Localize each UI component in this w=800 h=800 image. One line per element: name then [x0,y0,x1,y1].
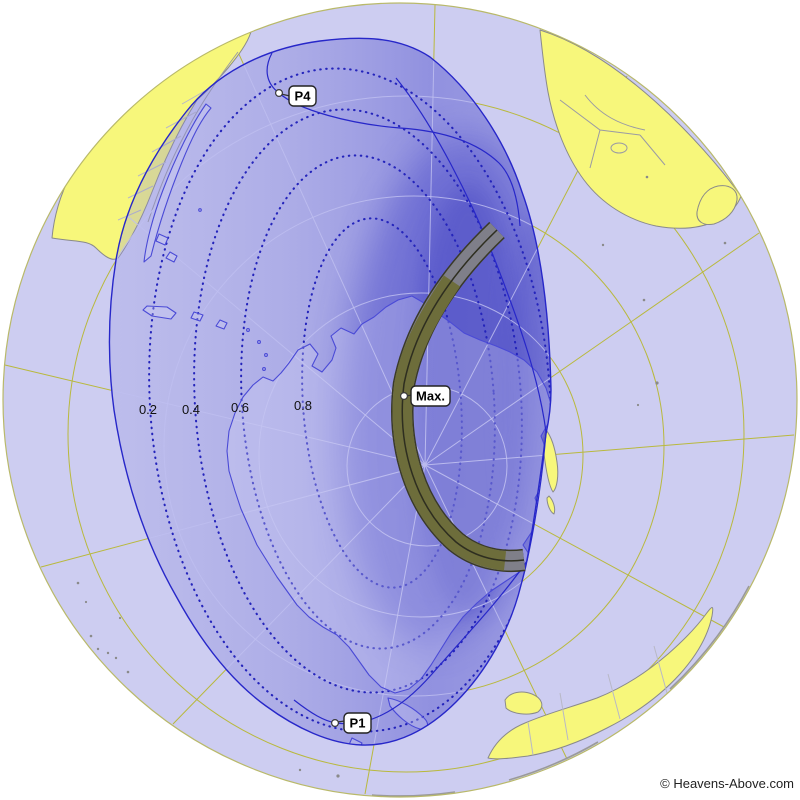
marker-max-box [410,385,451,407]
marker-p4-box [288,85,317,107]
landmass-australia [487,607,714,760]
island-south-georgia [142,305,177,320]
central-eclipse-path [391,221,526,573]
curve-pinch-to-path-end [526,431,547,562]
shadowed-coastlines [142,103,551,746]
marker-max-point-icon [400,392,409,401]
contour-value-labels: 0.2 0.4 0.6 0.8 [139,398,312,417]
islands-falkland [155,233,178,263]
island-at-shadow-edge-2 [546,495,556,515]
islands-south-sandwich [190,311,228,330]
marker-p1-box [343,712,372,734]
landmass-tasmania [504,691,543,715]
penumbra-outline [108,37,552,746]
marker-p4-label: P4 [295,89,312,104]
marker-p4-point-icon [275,88,284,97]
shadow-right-glow [503,210,551,590]
curve-to-pinch [395,77,547,433]
marker-p4: P4 [275,85,317,107]
marker-p1-label: P1 [350,716,366,731]
marker-p1: P1 [331,712,372,734]
marker-max-label: Max. [416,389,445,404]
small-islands-sunlit [76,175,727,779]
contour-0-2 [148,67,551,733]
contour-0-4 [193,108,523,694]
magnitude-contours [148,67,551,733]
contour-0-8 [301,217,463,589]
marker-max: Max. [400,385,451,407]
contour-0-6 [240,154,496,650]
horizon-coastlines [371,585,750,797]
marker-p1-point-icon [331,718,340,727]
contour-label-02: 0.2 [139,402,157,417]
copyright-text: © Heavens-Above.com [660,776,794,791]
curve-through-p4 [266,52,521,227]
curve-through-p1 [293,560,528,725]
contour-label-06: 0.6 [231,400,249,415]
rise-set-curves [266,52,547,725]
coast-south-america-shadowed [143,103,212,263]
contour-label-04: 0.4 [182,402,200,417]
contour-label-08: 0.8 [294,398,312,413]
path-center-line [401,229,525,562]
landmass-madagascar [696,185,738,225]
